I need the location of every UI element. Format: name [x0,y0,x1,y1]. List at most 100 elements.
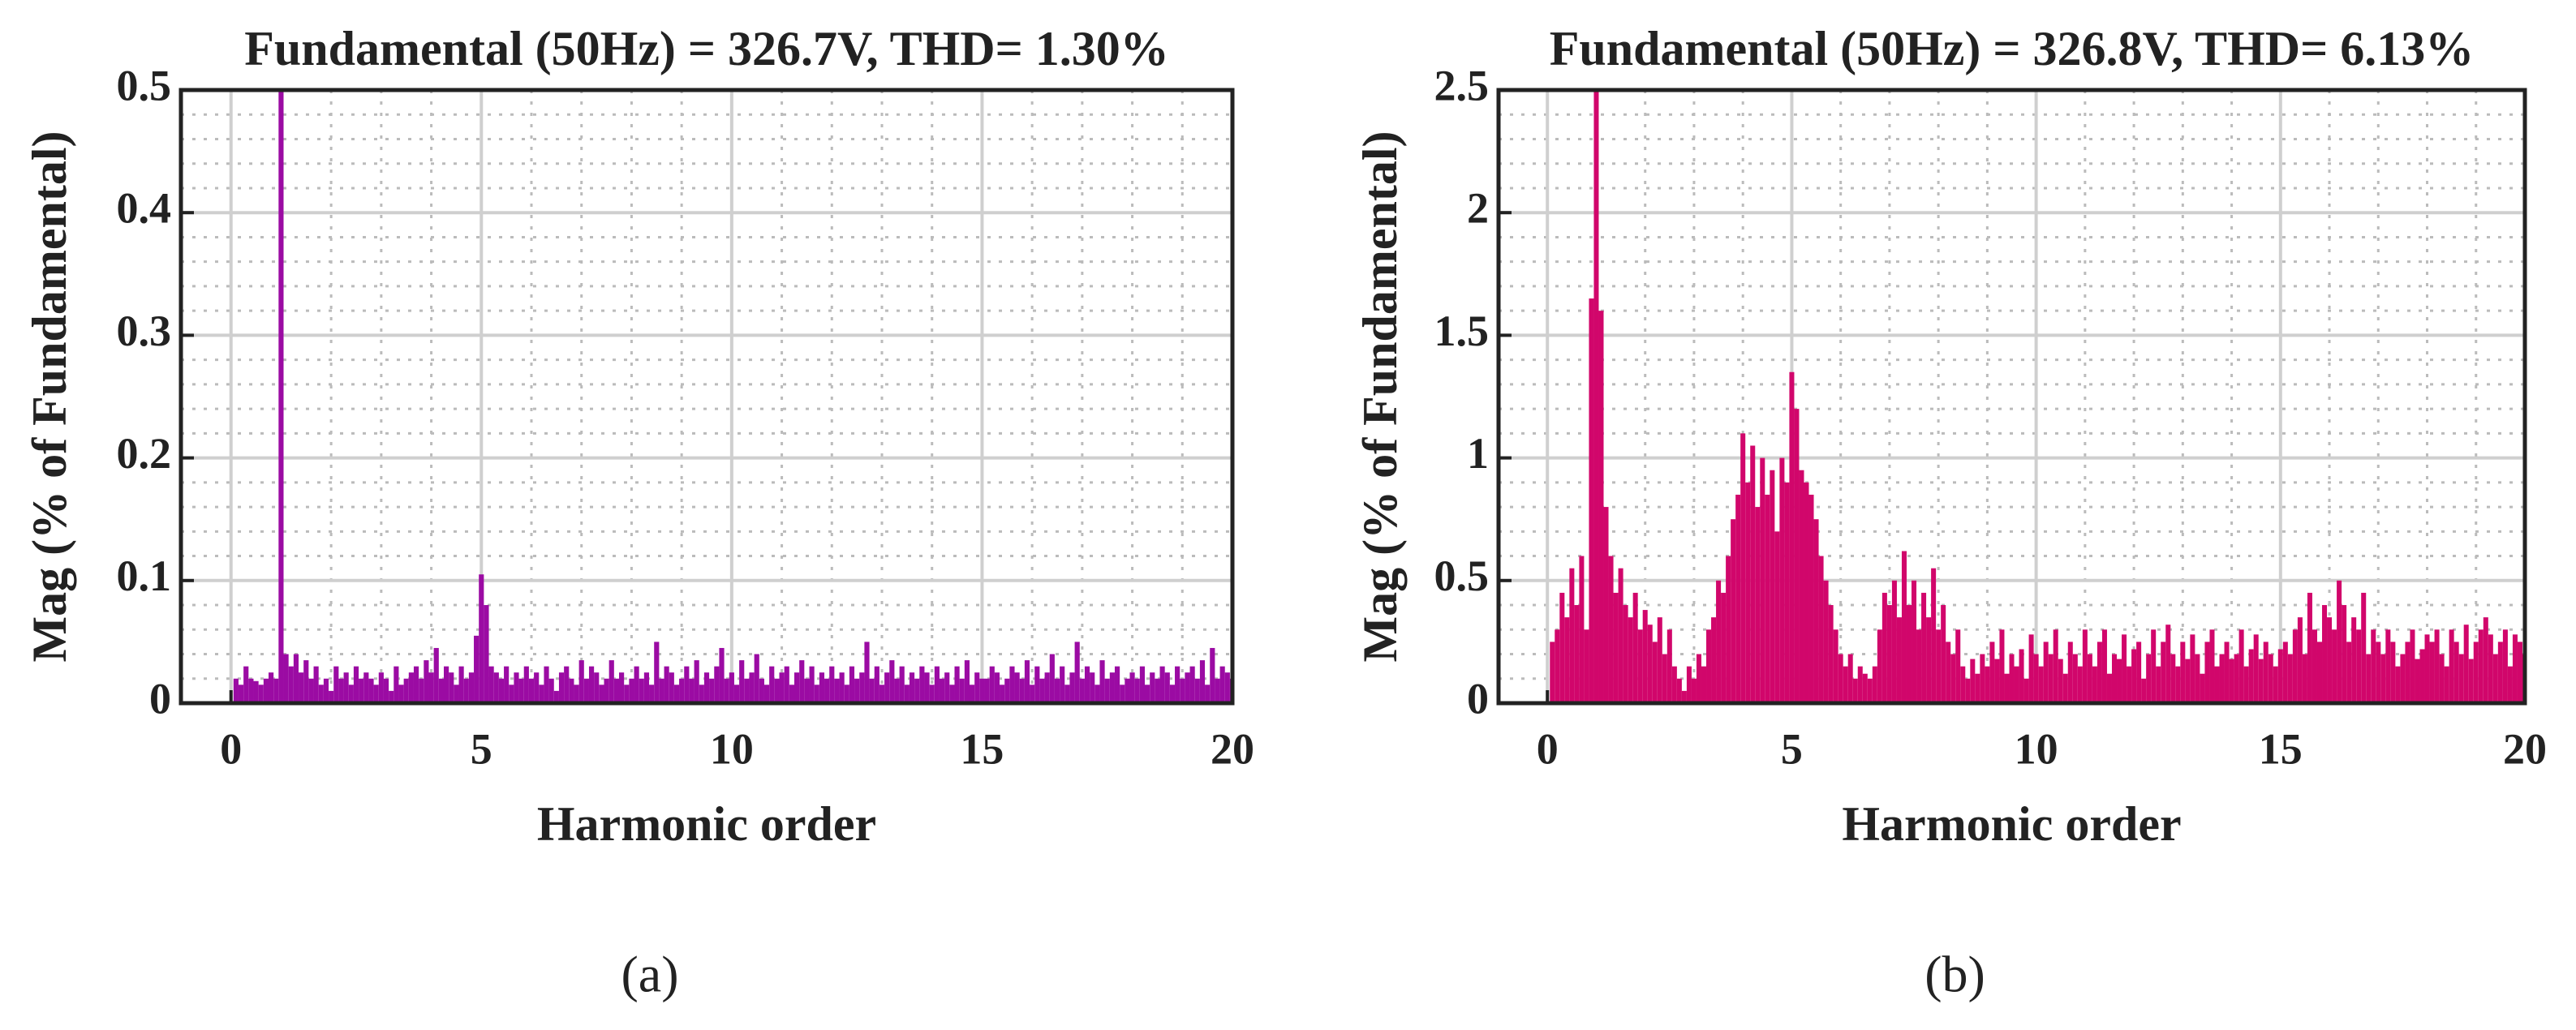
bar [2111,654,2118,703]
bar [343,672,349,703]
y-tick-label: 1.5 [1434,307,1490,355]
bar [989,666,995,703]
x-tick-label: 10 [710,724,754,773]
bar [2082,629,2088,703]
bar [463,678,469,703]
bar [1145,685,1150,703]
bar [564,666,570,703]
bar [1004,678,1010,703]
bar [703,672,710,703]
bar [2400,654,2406,703]
bar [754,654,759,703]
bar [2038,666,2044,703]
bar [834,678,840,703]
bar [323,678,329,703]
bar [2273,666,2278,703]
bar [1857,666,1863,703]
bar [894,678,900,703]
bar [714,666,720,703]
bar [389,690,394,703]
bar [1804,482,1809,703]
bar [2043,642,2049,703]
bar [2302,654,2307,703]
bar [2229,659,2234,703]
bar [949,685,955,703]
bar [2258,659,2264,703]
bar [458,666,464,703]
bar [433,647,439,703]
bar [509,685,514,703]
bar [2337,580,2342,703]
plot-area [181,90,1232,703]
bar [2483,617,2488,703]
bar [1808,494,1814,703]
bar [2190,634,2195,703]
y-tick-label: 2 [1467,184,1489,233]
bar [558,672,565,703]
bar [654,642,660,703]
bar [959,678,965,703]
bar [1916,629,1922,703]
y-tick-label: 0.1 [117,551,172,600]
bar [1726,556,1731,703]
bar [1647,624,1653,703]
bar [2136,642,2142,703]
bar [1823,580,1829,703]
bar [1886,605,1892,703]
bar [2268,654,2273,703]
bar [1094,685,1100,703]
bar [2092,666,2097,703]
bar [699,685,704,703]
bar [1150,672,1155,703]
bar [2062,673,2068,703]
bar [479,574,484,703]
bar [2424,634,2430,703]
bar [1000,685,1005,703]
bar [664,666,669,703]
bar [383,678,389,703]
bar [1955,629,1961,703]
bar [914,678,920,703]
bar [2004,673,2010,703]
bar [649,685,655,703]
bar [1618,568,1623,703]
bar [934,666,940,703]
bar [2332,629,2337,703]
bar [1199,660,1206,703]
bar [1755,507,1761,703]
bars [1550,90,2525,703]
bar [1550,642,1555,703]
bar [1926,617,1932,703]
bar [2146,654,2152,703]
bar [684,666,690,703]
bar [2185,659,2191,703]
bar [278,90,284,703]
bar [248,678,254,703]
bar [2297,617,2303,703]
bar [528,678,535,703]
bar [624,685,630,703]
bar [1862,673,1868,703]
bar [2351,617,2357,703]
bar [299,672,304,703]
x-tick-label: 20 [2503,724,2547,773]
bar [2096,642,2102,703]
bar [1891,580,1897,703]
bar [689,678,695,703]
bar [814,685,819,703]
bar [2307,592,2312,703]
bar [2380,654,2386,703]
bar [449,672,454,703]
bar [2219,654,2225,703]
bar [749,672,755,703]
bar [829,666,835,703]
bar [2282,642,2288,703]
bar [1574,605,1580,703]
bar [859,672,865,703]
y-tick-label: 0 [1467,674,1489,723]
bar [393,666,399,703]
bar [2248,649,2254,703]
bar [424,660,429,703]
bar [2292,629,2298,703]
